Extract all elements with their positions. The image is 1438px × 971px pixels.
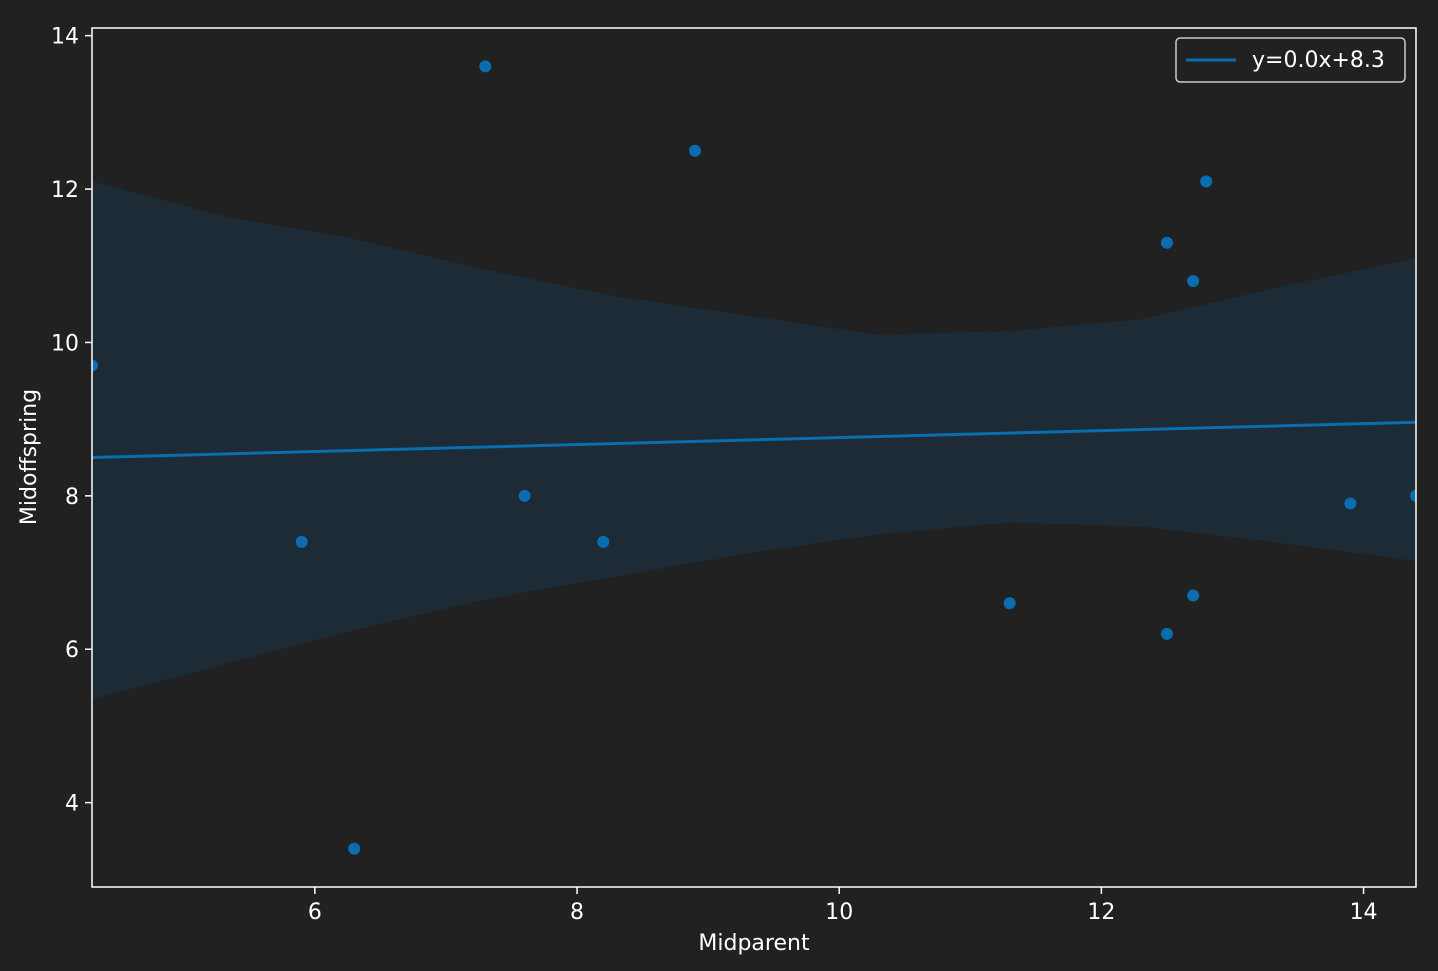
- data-point: [1160, 236, 1173, 249]
- y-axis-label: Midoffspring: [17, 389, 42, 525]
- regression-line-layer: [92, 420, 1416, 459]
- regression-line: [92, 420, 1416, 459]
- x-tick-label: 14: [1350, 900, 1378, 925]
- data-point: [1003, 597, 1016, 610]
- y-tick-label: 6: [65, 638, 79, 663]
- legend-entry-label: y=0.0x+8.3: [1252, 48, 1385, 73]
- data-point: [479, 60, 492, 73]
- x-axis-label: Midparent: [698, 931, 810, 956]
- data-point: [295, 535, 308, 548]
- data-point: [689, 144, 702, 157]
- data-point: [92, 359, 98, 372]
- data-point: [1200, 175, 1213, 188]
- legend-box: [1175, 37, 1406, 83]
- data-point: [1187, 275, 1200, 288]
- x-tick-label: 12: [1087, 900, 1115, 925]
- plot-frame: [91, 27, 1417, 888]
- y-tick-label: 12: [51, 178, 79, 203]
- y-tick-label: 14: [51, 25, 79, 50]
- data-point: [1344, 497, 1357, 510]
- data-point: [518, 489, 531, 502]
- x-tick-label: 6: [308, 900, 322, 925]
- y-tick-label: 8: [65, 485, 79, 510]
- data-point: [348, 842, 361, 855]
- y-tick-label: 10: [51, 331, 79, 356]
- data-point: [597, 535, 610, 548]
- legend: y=0.0x+8.3: [1175, 37, 1406, 83]
- data-points-layer: [92, 60, 1416, 855]
- data-point: [1160, 627, 1173, 640]
- data-point: [1187, 589, 1200, 602]
- x-tick-label: 8: [570, 900, 584, 925]
- data-point: [1410, 489, 1416, 502]
- y-tick-label: 4: [65, 792, 79, 817]
- x-axis: 6 8 10 12 14: [308, 887, 1378, 925]
- x-tick-label: 10: [825, 900, 853, 925]
- y-axis: 4 6 8 10 12 14: [51, 25, 92, 817]
